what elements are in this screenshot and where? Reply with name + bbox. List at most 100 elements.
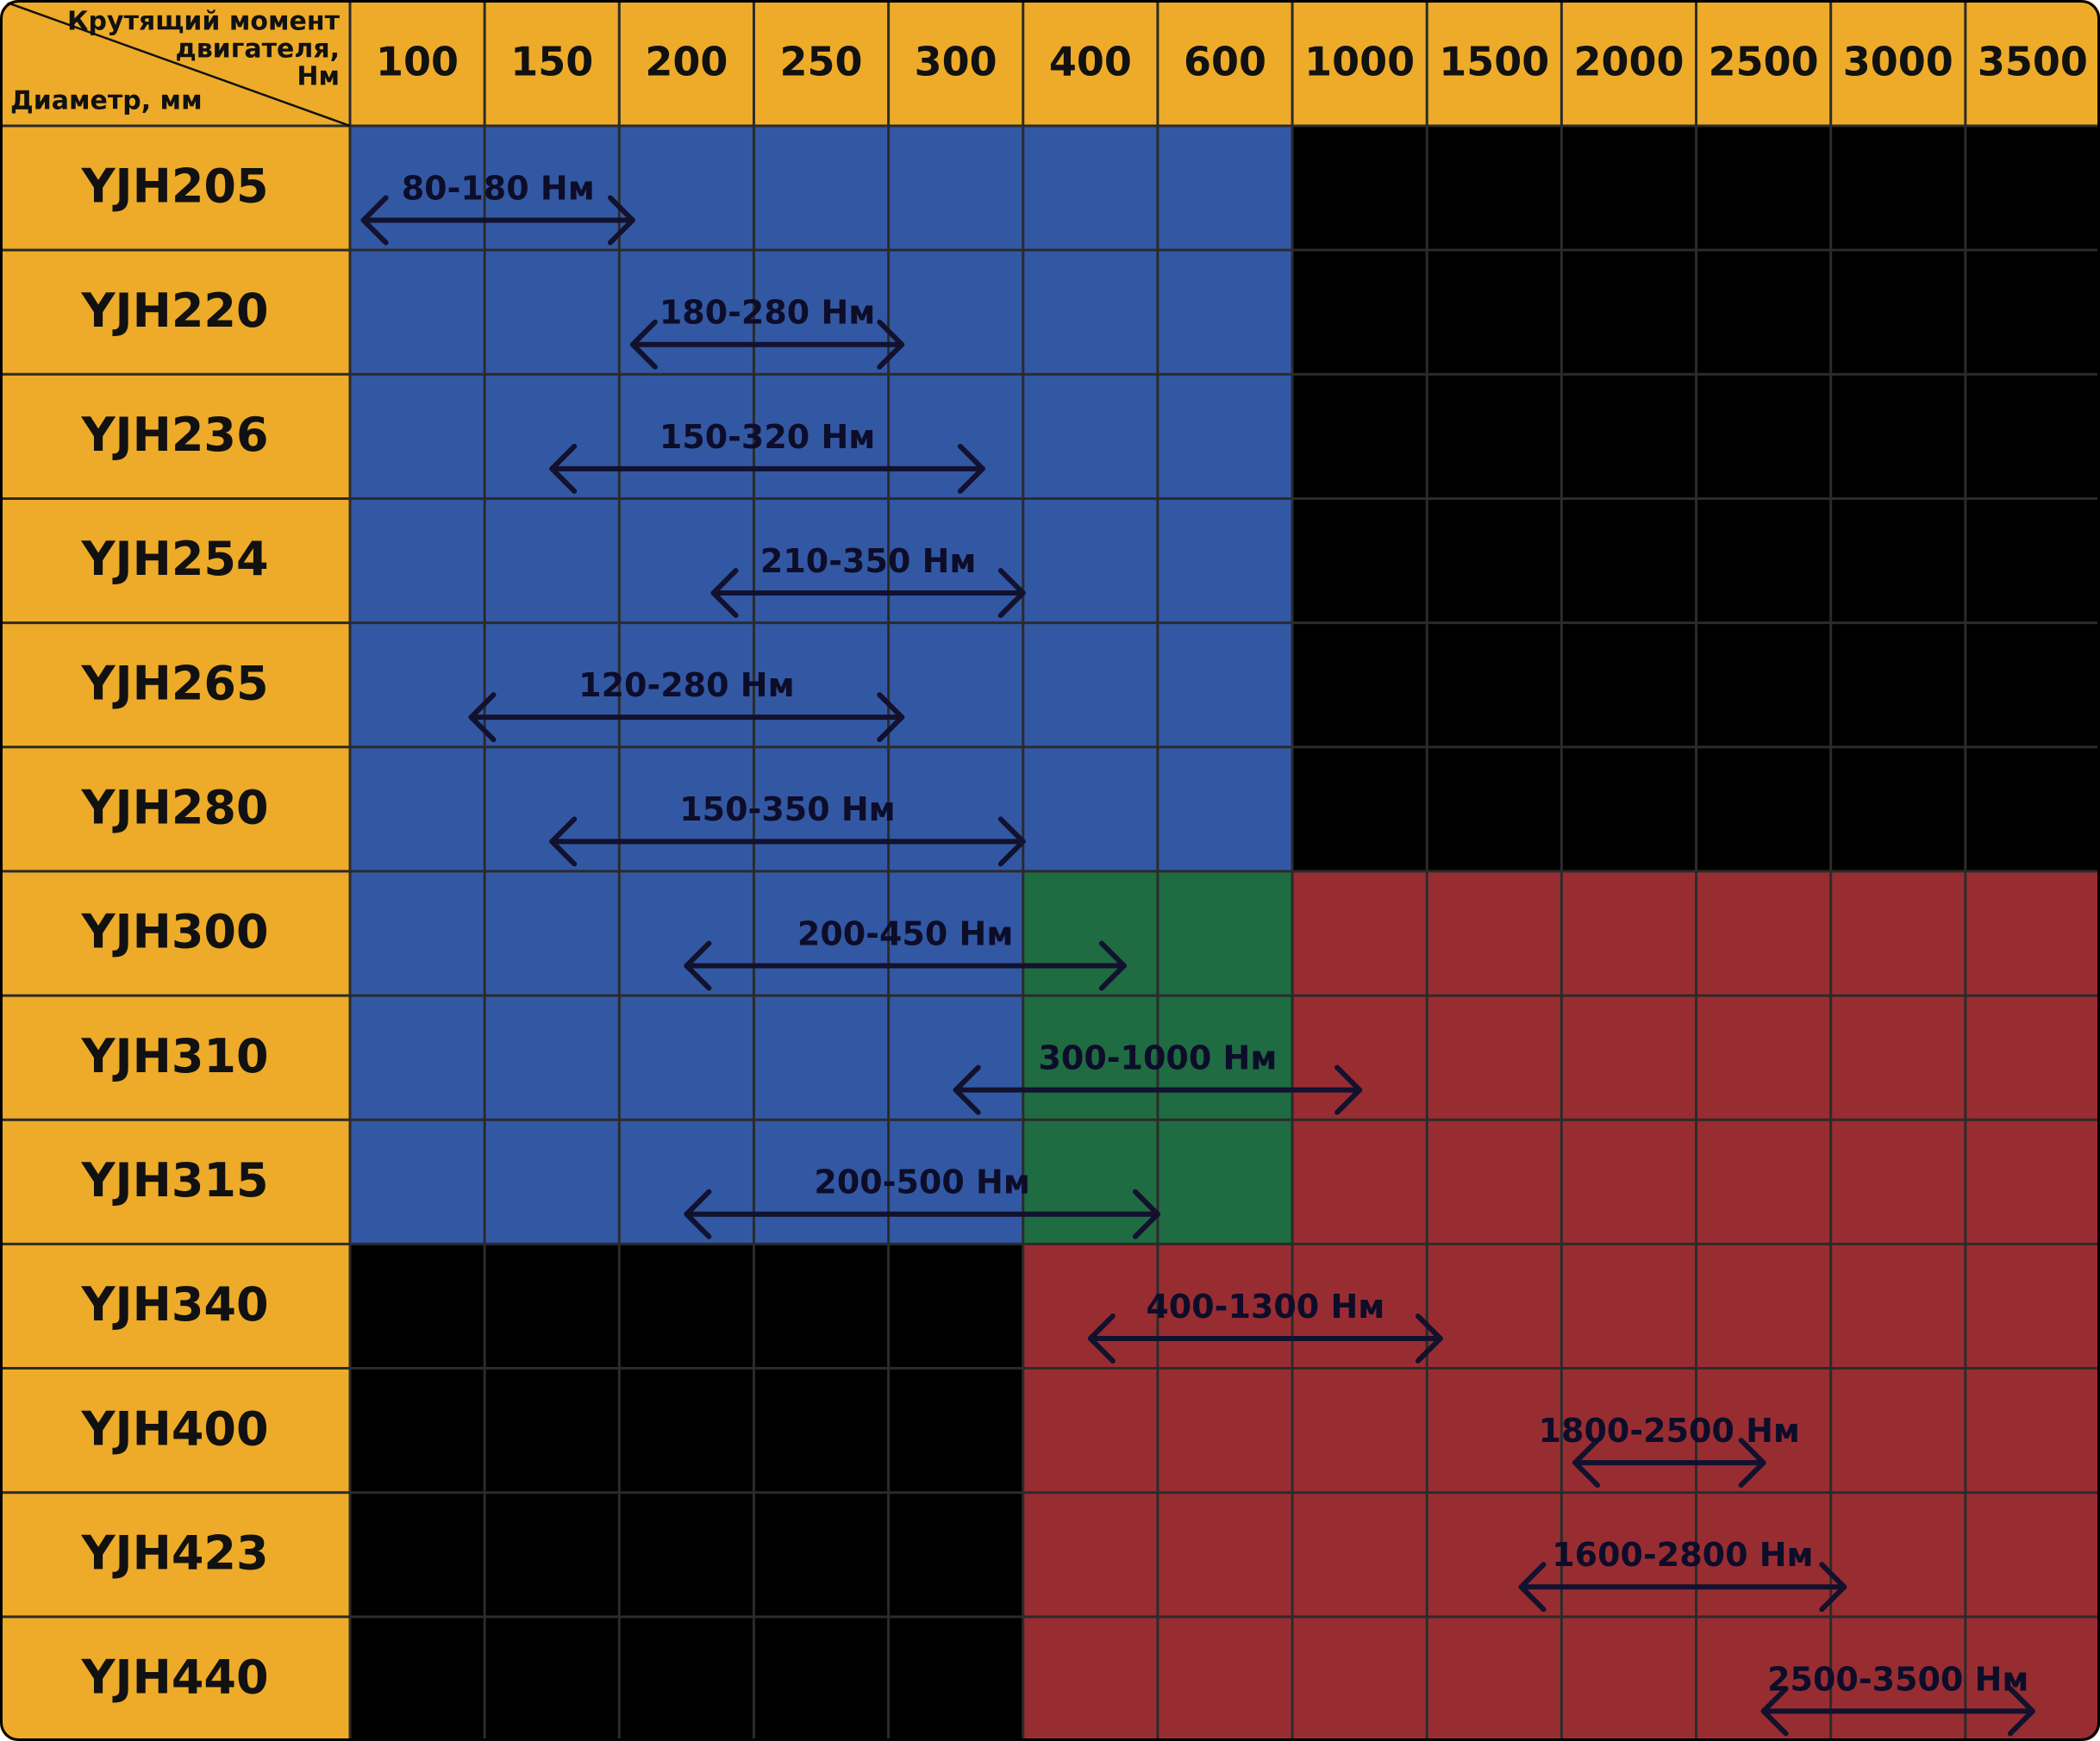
- cell-black: [619, 1368, 754, 1494]
- cell-black: [350, 1492, 485, 1618]
- cell-black: [1965, 250, 2100, 375]
- cell-black: [1696, 746, 1832, 872]
- range-label: 180-280 Нм: [659, 294, 876, 332]
- row-label-column: [0, 126, 350, 1741]
- cell-red: [1830, 1368, 1966, 1494]
- cell-black: [888, 1368, 1024, 1494]
- column-header: 3500: [1978, 39, 2088, 85]
- cell-red: [1157, 1492, 1293, 1618]
- cell-blue: [350, 498, 485, 624]
- cell-black: [1696, 498, 1832, 624]
- cell-blue: [1157, 250, 1293, 375]
- cell-red: [1292, 1368, 1428, 1494]
- column-header: 2000: [1573, 39, 1684, 85]
- range-arrow-head-left: [360, 195, 389, 246]
- cell-red: [1292, 1244, 1428, 1370]
- cell-red: [1830, 1616, 1966, 1741]
- cell-red: [1830, 1120, 1966, 1245]
- cell-black: [753, 1616, 890, 1741]
- cell-blue: [888, 126, 1024, 251]
- cell-black: [1292, 126, 1428, 251]
- cell-blue: [1157, 126, 1293, 251]
- cell-red: [1965, 1616, 2100, 1741]
- cell-black: [350, 1368, 485, 1494]
- row-label: YJH254: [80, 532, 268, 586]
- cell-black: [1292, 374, 1428, 499]
- cell-red: [1830, 870, 1966, 996]
- range-arrow-head-right: [957, 443, 985, 494]
- cell-black: [1830, 374, 1966, 499]
- cell-black: [888, 1616, 1024, 1741]
- row-label: YJH300: [80, 905, 268, 959]
- row-label: YJH220: [80, 284, 268, 338]
- range-label: 150-350 Нм: [679, 790, 896, 828]
- range-arrow-head-left: [1087, 1313, 1116, 1363]
- cell-black: [1427, 126, 1562, 251]
- cell-blue: [1022, 746, 1159, 872]
- cell-black: [1830, 250, 1966, 375]
- cell-green: [1022, 1120, 1159, 1245]
- cell-blue: [350, 746, 485, 872]
- range-arrow-head-left: [684, 1189, 712, 1239]
- cell-red: [1965, 1120, 2100, 1245]
- cell-blue: [484, 995, 620, 1120]
- cell-black: [484, 1616, 620, 1741]
- range-arrow-head-right: [1334, 1064, 1363, 1115]
- range-arrow-head-left: [684, 940, 712, 991]
- cell-blue: [753, 995, 890, 1120]
- cell-black: [350, 1616, 485, 1741]
- range-arrow-head-right: [1819, 1562, 1847, 1613]
- column-header: 100: [376, 39, 459, 85]
- cell-blue: [484, 746, 620, 872]
- cell-blue: [1157, 498, 1293, 624]
- cell-green: [1022, 870, 1159, 996]
- range-label: 150-320 Нм: [659, 418, 876, 456]
- cell-blue: [619, 870, 754, 996]
- cell-black: [619, 1492, 754, 1618]
- cell-red: [1561, 1492, 1697, 1618]
- cell-blue: [1157, 622, 1293, 748]
- cell-blue: [484, 250, 620, 375]
- cell-blue: [1157, 374, 1293, 499]
- range-arrow-head-right: [997, 816, 1026, 867]
- cell-red: [1830, 1492, 1966, 1618]
- row-label: YJH265: [80, 656, 268, 710]
- cell-black: [1965, 498, 2100, 624]
- range-arrow-head-left: [1518, 1562, 1547, 1613]
- cell-red: [1157, 1368, 1293, 1494]
- column-header: 300: [915, 39, 997, 85]
- cell-red: [1292, 1616, 1428, 1741]
- column-header: 3000: [1843, 39, 1953, 85]
- cell-red: [1561, 995, 1697, 1120]
- cell-red: [1965, 1244, 2100, 1370]
- range-arrow-head-left: [549, 443, 578, 494]
- cell-black: [1696, 622, 1832, 748]
- cell-blue: [484, 498, 620, 624]
- range-arrow-head-right: [997, 568, 1026, 619]
- corner-label-torque: двигателя,: [175, 34, 340, 65]
- cell-black: [1561, 250, 1697, 375]
- range-arrow-head-right: [1132, 1189, 1160, 1239]
- cell-blue: [1022, 374, 1159, 499]
- cell-blue: [484, 374, 620, 499]
- cell-blue: [888, 746, 1024, 872]
- cell-blue: [888, 498, 1024, 624]
- cell-black: [1830, 498, 1966, 624]
- column-header: 2500: [1709, 39, 1819, 85]
- cell-black: [1830, 746, 1966, 872]
- range-arrow-head-right: [1098, 940, 1127, 991]
- cell-green: [1157, 995, 1293, 1120]
- range-label: 200-500 Нм: [814, 1164, 1030, 1201]
- corner-label-torque: Крутящий момент: [67, 7, 341, 37]
- cell-black: [484, 1368, 620, 1494]
- cell-blue: [753, 250, 890, 375]
- cell-blue: [619, 374, 754, 499]
- cell-red: [1561, 1616, 1697, 1741]
- cell-black: [1292, 622, 1428, 748]
- cell-blue: [350, 995, 485, 1120]
- cell-blue: [888, 622, 1024, 748]
- cell-black: [1561, 374, 1697, 499]
- cell-black: [1830, 126, 1966, 251]
- cell-red: [1696, 995, 1832, 1120]
